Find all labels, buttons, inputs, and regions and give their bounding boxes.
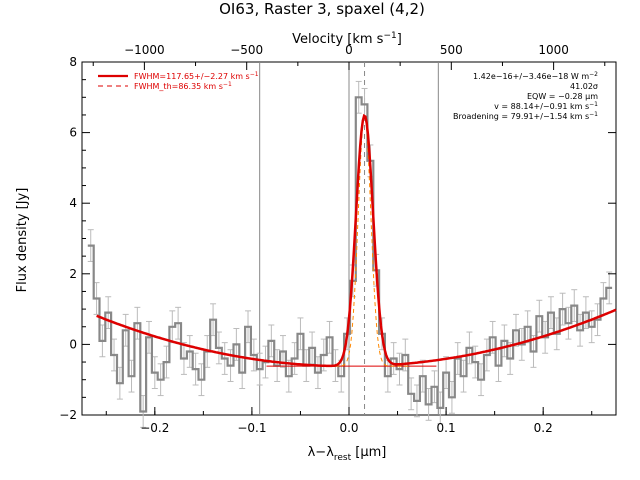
x-axis-label: λ−λrest [μm] — [308, 445, 387, 463]
legend-label: FWHM=117.65+/−2.27 km s−1 — [134, 71, 259, 81]
fit-line — [96, 113, 617, 368]
x-tick-label: 0.2 — [534, 421, 553, 435]
top-tick-label: −1000 — [124, 43, 165, 57]
y-axis-label: Flux density [Jy] — [15, 188, 30, 293]
x-tick-label: 0.0 — [339, 421, 358, 435]
annotation-text: EQW = −0.28 μm — [527, 92, 598, 101]
x-tick-label: −0.2 — [140, 421, 169, 435]
top-tick-label: 1000 — [538, 43, 569, 57]
top-axis-label-end: ] — [397, 32, 402, 47]
annotation-text: Broadening = 79.91+/−1.54 km s−1 — [453, 111, 598, 121]
y-tick-label: −2 — [59, 408, 77, 422]
y-tick-label: 0 — [69, 337, 77, 351]
top-tick-label: −500 — [230, 43, 263, 57]
chart-title: OI63, Raster 3, spaxel (4,2) — [219, 0, 425, 18]
annotation-text: v = 88.14+/−0.91 km s−1 — [494, 101, 598, 111]
legend-label: FWHM_th=86.35 km s−1 — [134, 81, 232, 91]
y-tick-label: 4 — [69, 196, 77, 210]
y-tick-label: 6 — [69, 126, 77, 140]
x-axis-label-sub: rest — [334, 453, 352, 463]
y-tick-label: 2 — [69, 267, 77, 281]
x-axis-label-unit: [μm] — [351, 445, 386, 460]
x-tick-label: −0.1 — [237, 421, 266, 435]
y-tick-label: 8 — [69, 55, 77, 69]
top-tick-label: 0 — [345, 43, 353, 57]
x-tick-label: 0.1 — [437, 421, 456, 435]
annotation-text: 41.02σ — [570, 82, 598, 91]
top-axis-label: Velocity [km s−1] — [292, 31, 402, 47]
annotation-text: 1.42e−16+/−3.46e−18 W m−2 — [473, 71, 598, 81]
top-axis-label-sup: −1 — [383, 31, 396, 41]
top-tick-label: 500 — [440, 43, 463, 57]
